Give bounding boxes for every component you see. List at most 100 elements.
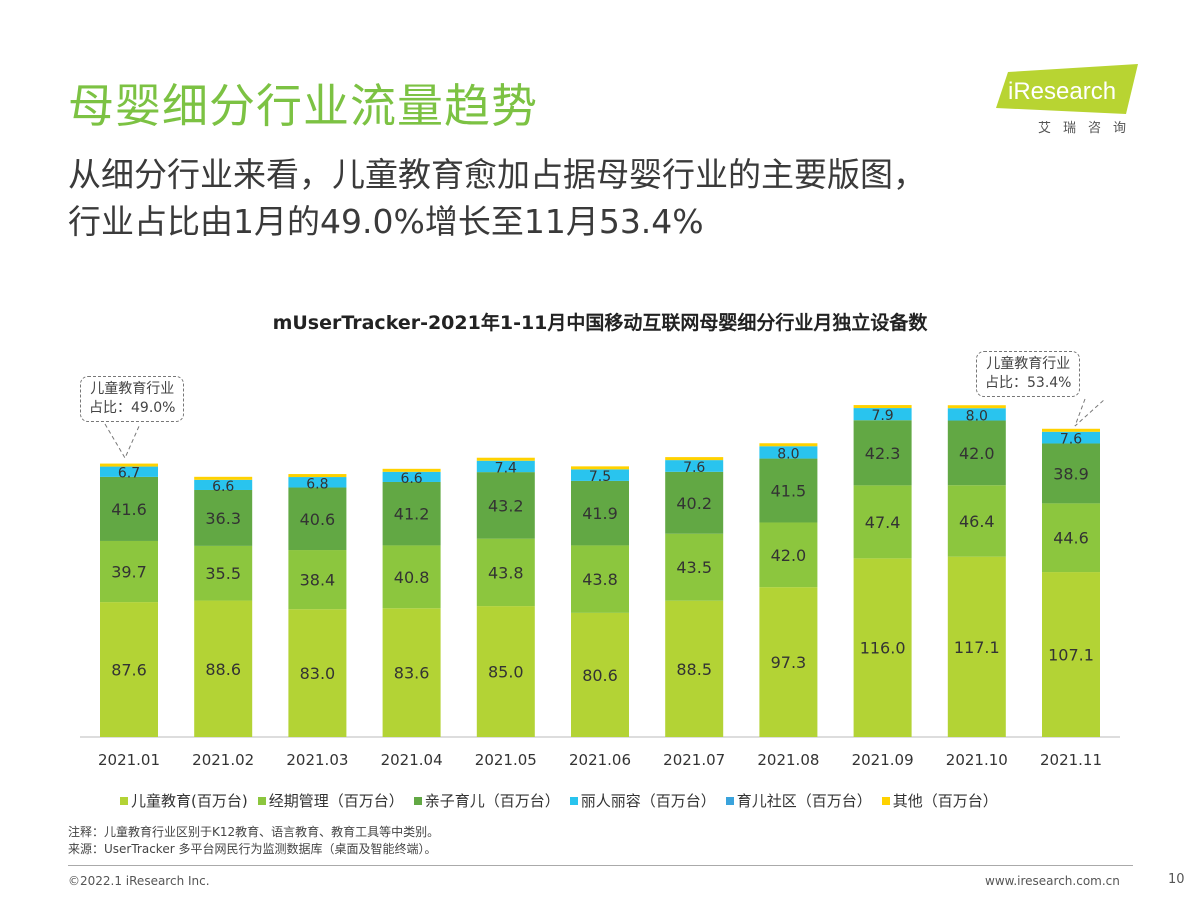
bar-segment-other xyxy=(571,466,629,470)
bar-segment xyxy=(571,480,629,546)
data-label: 7.9 xyxy=(871,408,893,424)
bar-segment xyxy=(853,420,912,486)
legend-label: 育儿社区（百万台） xyxy=(736,792,872,810)
bar-segment-other xyxy=(853,405,912,409)
legend-label: 丽人丽容（百万台） xyxy=(580,792,716,810)
subtitle-line-2: 行业占比由1月的49.0%增长至11月53.4% xyxy=(68,202,704,241)
bar-segment-other xyxy=(288,474,347,478)
bar-segment xyxy=(194,479,253,490)
source-note: 来源：UserTracker 多平台网民行为监测数据库（桌面及智能终端）。 xyxy=(68,842,437,856)
bar-segment xyxy=(759,522,818,588)
data-label: 43.8 xyxy=(582,570,618,589)
legend-swatch xyxy=(881,796,890,805)
data-label: 7.6 xyxy=(1060,432,1082,448)
callout-line2: 占比：53.4% xyxy=(985,375,1072,391)
bar-segment xyxy=(382,608,441,737)
data-label: 6.8 xyxy=(306,476,328,492)
data-label: 117.1 xyxy=(954,638,1000,657)
legend-item: 儿童教育(百万台) xyxy=(120,790,248,811)
bar-segment xyxy=(476,460,535,473)
svg-text:iResearch: iResearch xyxy=(1008,78,1116,105)
data-label: 8.0 xyxy=(777,446,799,462)
bar-segment-other xyxy=(665,457,724,461)
data-label: 87.6 xyxy=(111,661,147,680)
bar-segment xyxy=(571,612,629,737)
bar-segment xyxy=(288,609,347,737)
data-label: 43.5 xyxy=(676,558,712,577)
callout-jan: 儿童教育行业 占比：49.0% xyxy=(80,376,185,422)
iresearch-logo: iResearch xyxy=(988,64,1138,114)
bar-segment xyxy=(288,550,347,610)
bar-segment xyxy=(571,469,629,481)
data-label: 88.6 xyxy=(205,660,241,679)
data-label: 40.2 xyxy=(676,494,712,513)
legend-swatch xyxy=(569,796,578,805)
data-label: 97.3 xyxy=(771,653,807,672)
callout-line1: 儿童教育行业 xyxy=(90,381,175,397)
data-label: 83.0 xyxy=(300,664,336,683)
data-label: 41.5 xyxy=(771,482,807,501)
page-title: 母婴细分行业流量趋势 xyxy=(68,79,538,133)
data-label: 6.6 xyxy=(212,479,234,495)
bar-segment xyxy=(665,533,724,601)
bar-segment xyxy=(194,489,253,546)
bar-segment xyxy=(194,600,253,737)
copyright: ©2022.1 iResearch Inc. xyxy=(68,874,210,888)
data-label: 85.0 xyxy=(488,663,524,682)
callout-pointer xyxy=(1074,398,1106,427)
bar-segment xyxy=(100,602,158,737)
data-label: 41.6 xyxy=(111,500,147,519)
data-label: 39.7 xyxy=(111,563,147,582)
data-label: 35.5 xyxy=(205,564,241,583)
bar-segment xyxy=(947,420,1006,486)
bar-segment xyxy=(665,600,724,737)
legend-label: 儿童教育(百万台) xyxy=(131,792,248,810)
legend-item: 育儿社区（百万台） xyxy=(725,790,872,811)
bar-segment xyxy=(759,587,818,737)
legend-item: 亲子育儿（百万台） xyxy=(413,790,560,811)
data-label: 7.5 xyxy=(589,469,611,485)
legend-swatch xyxy=(120,796,128,805)
x-tick-label: 2021.05 xyxy=(475,751,537,769)
bar-segment xyxy=(947,485,1006,557)
footnote: 注释：儿童教育行业区别于K12教育、语言教育、教育工具等中类别。 xyxy=(68,825,440,839)
bar-segment xyxy=(382,481,441,546)
data-label: 42.0 xyxy=(959,444,995,463)
footer-divider xyxy=(68,865,1133,866)
x-tick-label: 2021.08 xyxy=(757,751,819,769)
x-tick-label: 2021.07 xyxy=(663,751,725,769)
x-tick-label: 2021.04 xyxy=(381,751,443,769)
data-label: 7.6 xyxy=(683,460,705,476)
data-label: 7.4 xyxy=(495,460,517,476)
data-label: 36.3 xyxy=(205,509,241,528)
bar-segment xyxy=(382,545,441,609)
bar-segment xyxy=(947,556,1006,737)
data-label: 42.3 xyxy=(865,444,901,463)
bar-segment-other xyxy=(100,463,158,467)
bar-segment xyxy=(665,460,724,472)
chart-title: mUserTracker-2021年1-11月中国移动互联网母婴细分行业月独立设… xyxy=(272,312,928,334)
bar-segment xyxy=(853,558,912,737)
data-label: 8.0 xyxy=(966,408,988,424)
data-label: 41.9 xyxy=(582,504,618,523)
data-label: 38.9 xyxy=(1053,464,1089,483)
data-label: 43.8 xyxy=(488,563,524,582)
bar-segment xyxy=(853,408,912,421)
callout-nov: 儿童教育行业 占比：53.4% xyxy=(976,351,1081,397)
data-label: 116.0 xyxy=(860,639,906,658)
subtitle-line-1: 从细分行业来看，儿童教育愈加占据母婴行业的主要版图， xyxy=(68,155,926,194)
legend-label: 其他（百万台） xyxy=(892,792,998,810)
bar-segment-other xyxy=(1042,428,1100,432)
data-label: 6.7 xyxy=(118,466,140,482)
logo-subtitle: 艾瑞咨询 xyxy=(1037,121,1138,136)
callout-line2: 占比：49.0% xyxy=(89,400,176,416)
bar-segment xyxy=(1042,572,1100,737)
legend: 儿童教育(百万台) 经期管理（百万台） 亲子育儿（百万台） 丽人丽容（百万台） 育儿社区… xyxy=(120,790,998,811)
bar-segment-other xyxy=(194,476,253,480)
x-tick-label: 2021.03 xyxy=(286,751,348,769)
data-label: 40.8 xyxy=(394,568,430,587)
data-label: 80.6 xyxy=(582,666,618,685)
legend-label: 经期管理（百万台） xyxy=(268,792,404,810)
bar-segment xyxy=(100,540,158,603)
